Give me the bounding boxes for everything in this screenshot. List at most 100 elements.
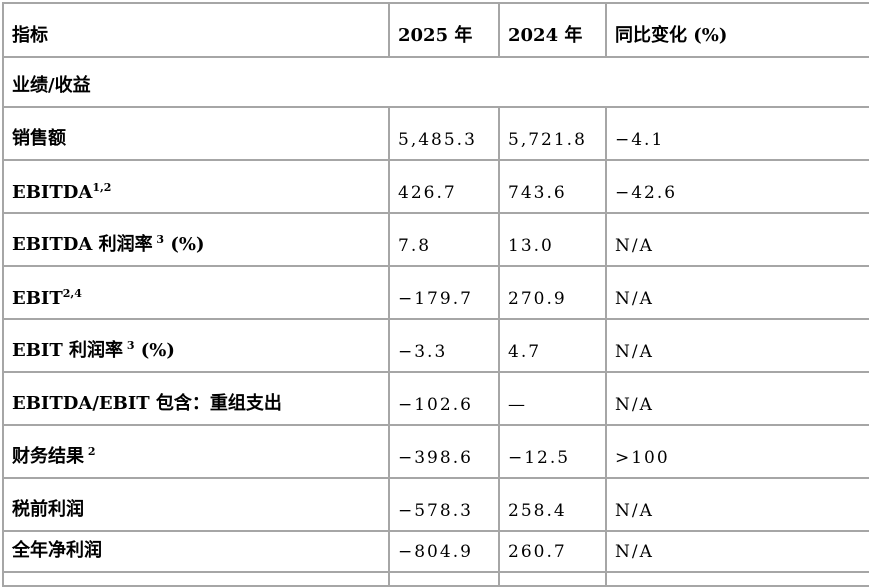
- footnote-superscript: 2,4: [62, 287, 82, 300]
- cell-text: 财务结果: [12, 446, 84, 467]
- value-2025: 5,485.3: [388, 106, 500, 161]
- cropped-next-row: [2, 571, 869, 587]
- cell-text: —: [508, 395, 527, 415]
- cropped-cell: [388, 571, 500, 587]
- section-row: 业绩/收益: [2, 56, 869, 108]
- cell-text-suffix: (%): [164, 234, 205, 255]
- value-yoy-change: N/A: [605, 318, 869, 373]
- row-label: EBIT 利润率 3 (%): [2, 318, 390, 373]
- cell-text: 2025 年: [398, 25, 473, 46]
- cell-text: N/A: [615, 342, 654, 362]
- cell-text: −12.5: [508, 448, 571, 468]
- table-row: EBITDA/EBIT 包含：重组支出 −102.6 — N/A: [2, 371, 869, 426]
- value-yoy-change: N/A: [605, 477, 869, 532]
- table-row: EBITDA 利润率 3 (%) 7.8 13.0 N/A: [2, 212, 869, 267]
- cropped-cell: [605, 571, 869, 587]
- cell-text: 270.9: [508, 289, 567, 309]
- footnote-superscript: 2: [84, 445, 96, 458]
- column-header-yoy-change: 同比变化 (%): [605, 2, 869, 58]
- cell-text-suffix: (%): [134, 340, 175, 361]
- row-label: EBITDA 利润率 3 (%): [2, 212, 390, 267]
- row-label: 税前利润: [2, 477, 390, 532]
- table-row: EBIT2,4 −179.7 270.9 N/A: [2, 265, 869, 320]
- cropped-cell: [2, 571, 390, 587]
- value-yoy-change: −42.6: [605, 159, 869, 214]
- table-row: EBIT 利润率 3 (%) −3.3 4.7 N/A: [2, 318, 869, 373]
- cell-text: EBIT 利润率: [12, 340, 124, 361]
- table-header-row: 指标 2025 年 2024 年 同比变化 (%): [2, 2, 869, 58]
- value-yoy-change: N/A: [605, 265, 869, 320]
- footnote-superscript: 1,2: [92, 181, 112, 194]
- cell-text: −4.1: [615, 130, 665, 150]
- cell-text: 5,721.8: [508, 130, 587, 150]
- table-row: 税前利润 −578.3 258.4 N/A: [2, 477, 869, 532]
- value-2024: 260.7: [498, 530, 607, 573]
- value-2024: 4.7: [498, 318, 607, 373]
- cell-text: −398.6: [398, 448, 473, 468]
- table-row: 财务结果 2 −398.6 −12.5 >100: [2, 424, 869, 479]
- cell-text: N/A: [615, 289, 654, 309]
- cell-text: 4.7: [508, 342, 542, 362]
- value-yoy-change: N/A: [605, 212, 869, 267]
- cell-text: −42.6: [615, 183, 678, 203]
- cell-text: −578.3: [398, 501, 473, 521]
- row-label: EBIT2,4: [2, 265, 390, 320]
- cell-text: N/A: [615, 236, 654, 256]
- cell-text: 258.4: [508, 501, 567, 521]
- column-header-2024: 2024 年: [498, 2, 607, 58]
- column-header-indicator: 指标: [2, 2, 390, 58]
- table-row: 销售额 5,485.3 5,721.8 −4.1: [2, 106, 869, 161]
- value-2025: −578.3: [388, 477, 500, 532]
- value-2024: 270.9: [498, 265, 607, 320]
- value-2025: −398.6: [388, 424, 500, 479]
- cell-text: 税前利润: [12, 499, 84, 520]
- footnote-superscript: 3: [152, 233, 165, 246]
- cell-text: 2024 年: [508, 25, 583, 46]
- row-label: 全年净利润: [2, 530, 390, 573]
- cell-text: −3.3: [398, 342, 448, 362]
- cell-text: EBITDA 利润率: [12, 234, 153, 255]
- cell-text: 全年净利润: [12, 540, 102, 561]
- value-2025: 426.7: [388, 159, 500, 214]
- cell-text: EBITDA: [12, 182, 93, 203]
- value-2024: —: [498, 371, 607, 426]
- value-2024: 5,721.8: [498, 106, 607, 161]
- cell-text: 7.8: [398, 236, 432, 256]
- cell-text: 销售额: [12, 128, 66, 149]
- row-label: EBITDA/EBIT 包含：重组支出: [2, 371, 390, 426]
- cell-text: EBITDA/EBIT 包含：重组支出: [12, 393, 282, 414]
- value-yoy-change: N/A: [605, 371, 869, 426]
- value-2025: 7.8: [388, 212, 500, 267]
- cell-text: N/A: [615, 501, 654, 521]
- cell-text: N/A: [615, 542, 654, 562]
- section-header-cell: 业绩/收益: [2, 56, 869, 108]
- value-2025: −3.3: [388, 318, 500, 373]
- cell-text: 426.7: [398, 183, 457, 203]
- cell-text: 260.7: [508, 542, 567, 562]
- cell-text: 13.0: [508, 236, 554, 256]
- value-2025: −804.9: [388, 530, 500, 573]
- column-header-2025: 2025 年: [388, 2, 500, 58]
- cell-text: N/A: [615, 395, 654, 415]
- table-row: 全年净利润 −804.9 260.7 N/A: [2, 530, 869, 573]
- cell-text: 5,485.3: [398, 130, 477, 150]
- value-yoy-change: −4.1: [605, 106, 869, 161]
- cell-text: 同比变化 (%): [615, 25, 728, 46]
- cell-text: −804.9: [398, 542, 473, 562]
- row-label: 财务结果 2: [2, 424, 390, 479]
- value-2024: 13.0: [498, 212, 607, 267]
- value-yoy-change: >100: [605, 424, 869, 479]
- cell-text: −179.7: [398, 289, 473, 309]
- value-2024: −12.5: [498, 424, 607, 479]
- value-2024: 258.4: [498, 477, 607, 532]
- table-row: EBITDA1,2 426.7 743.6 −42.6: [2, 159, 869, 214]
- value-2024: 743.6: [498, 159, 607, 214]
- cell-text: EBIT: [12, 288, 63, 309]
- row-label: EBITDA1,2: [2, 159, 390, 214]
- row-label: 销售额: [2, 106, 390, 161]
- value-2025: −179.7: [388, 265, 500, 320]
- cell-text: −102.6: [398, 395, 473, 415]
- cell-text: 业绩/收益: [12, 75, 91, 96]
